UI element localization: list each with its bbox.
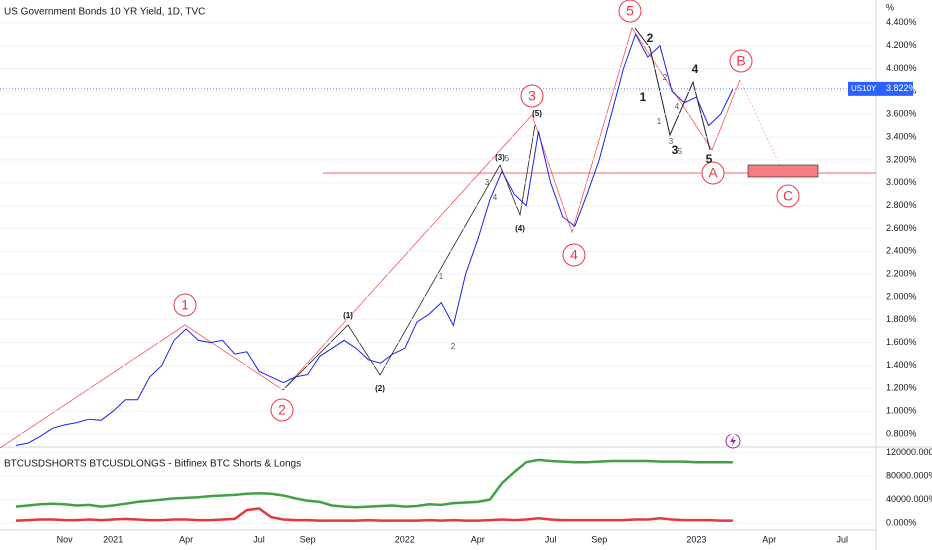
x-tick-label: Jul <box>836 534 848 544</box>
major-label: 1 <box>640 90 647 104</box>
alert-bolt[interactable] <box>730 436 736 446</box>
x-tick-label: 2023 <box>686 534 706 544</box>
y-tick-label: 1.800% <box>886 314 917 324</box>
label-circle <box>729 49 753 73</box>
x-tick-label: Apr <box>179 534 193 544</box>
intermediate-label: (2) <box>375 384 385 393</box>
last-price-tag <box>848 81 913 96</box>
y-unit: % <box>886 2 894 12</box>
x-tick-label: Nov <box>57 534 74 544</box>
minor-label: 1 <box>439 272 444 281</box>
major-label: 4 <box>692 62 699 76</box>
last-price-label: 3.822% <box>886 83 917 93</box>
y-tick-label: 2.400% <box>886 246 917 256</box>
minor-label: 4 <box>493 193 498 202</box>
minor-label: 4 <box>675 102 680 111</box>
y-tick-label: 1.200% <box>886 383 917 393</box>
y-tick-label: 2.800% <box>886 200 917 210</box>
minor-label: 1 <box>657 117 662 126</box>
y-tick-label: 4.400% <box>886 17 917 27</box>
y-tick-label: 3.200% <box>886 154 917 164</box>
y-tick-label: 40000.000% <box>886 494 932 504</box>
circled-label: 2 <box>278 402 286 418</box>
major-label: 2 <box>647 31 654 45</box>
intermediate-wave-line <box>282 124 536 391</box>
label-circle <box>173 293 197 317</box>
y-tick-label: 120000.000% <box>886 447 932 457</box>
minor-label: 3 <box>485 178 490 187</box>
y-tick-label: 3.600% <box>886 109 917 119</box>
circled-label: 5 <box>626 3 634 19</box>
target-box <box>747 164 819 178</box>
minor-label: 5 <box>505 154 510 163</box>
minor-wave-line <box>634 27 711 151</box>
intermediate-label: (5) <box>532 109 542 118</box>
alert-icon[interactable] <box>725 433 741 449</box>
y-tick-label: 2.600% <box>886 223 917 233</box>
last-price-symbol: US10Y <box>851 84 877 93</box>
circled-label: B <box>736 53 745 69</box>
major-label: 5 <box>706 152 713 166</box>
major-label: 3 <box>672 143 679 157</box>
x-tick-label: Apr <box>762 534 776 544</box>
circled-label: 4 <box>570 247 578 263</box>
circled-label: A <box>708 165 718 181</box>
minor-label: 3 <box>669 137 674 146</box>
x-tick-label: Sep <box>591 534 607 544</box>
y-tick-label: 80000.000% <box>886 471 932 481</box>
series-line <box>15 507 733 522</box>
x-tick-label: Sep <box>300 534 316 544</box>
x-tick-label: Jul <box>545 534 557 544</box>
y-tick-label: 1.000% <box>886 406 917 416</box>
y-tick-label: 2.200% <box>886 268 917 278</box>
label-circle <box>562 243 586 267</box>
x-tick-label: Jul <box>253 534 265 544</box>
x-tick-label: Apr <box>471 534 485 544</box>
y-tick-label: 1.600% <box>886 337 917 347</box>
y-tick-label: 1.400% <box>886 360 917 370</box>
x-tick-label: 2022 <box>395 534 415 544</box>
pane-title: BTCUSDSHORTS BTCUSDLONGS - Bitfinex BTC … <box>4 459 301 470</box>
y-tick-label: 4.200% <box>886 40 917 50</box>
y-tick-label: 0.800% <box>886 428 917 438</box>
price-line <box>15 33 734 446</box>
minor-label: 5 <box>678 147 683 156</box>
chart-title: US Government Bonds 10 YR Yield, 1D, TVC <box>4 7 205 18</box>
y-tick-label: 4.000% <box>886 63 917 73</box>
label-circle <box>618 0 642 23</box>
circled-label: 3 <box>528 88 536 104</box>
intermediate-label: (4) <box>515 224 525 233</box>
label-circle <box>520 84 544 108</box>
y-tick-label: 3.000% <box>886 177 917 187</box>
intermediate-label: (1) <box>343 311 353 320</box>
y-tick-label: 3.400% <box>886 131 917 141</box>
minor-label: 2 <box>451 342 456 351</box>
label-circle <box>270 398 294 422</box>
x-tick-label: 2021 <box>103 534 123 544</box>
y-tick-label: 2.000% <box>886 291 917 301</box>
label-circle <box>776 184 800 208</box>
circled-label: 1 <box>181 297 189 313</box>
label-circle <box>701 161 725 185</box>
circled-label: C <box>783 188 793 204</box>
y-tick-label: 0.000% <box>886 517 917 527</box>
intermediate-label: (3) <box>495 153 505 162</box>
minor-label: 2 <box>663 73 668 82</box>
series-line <box>15 458 733 509</box>
wave-projection <box>739 79 784 173</box>
wave-line <box>0 27 741 449</box>
